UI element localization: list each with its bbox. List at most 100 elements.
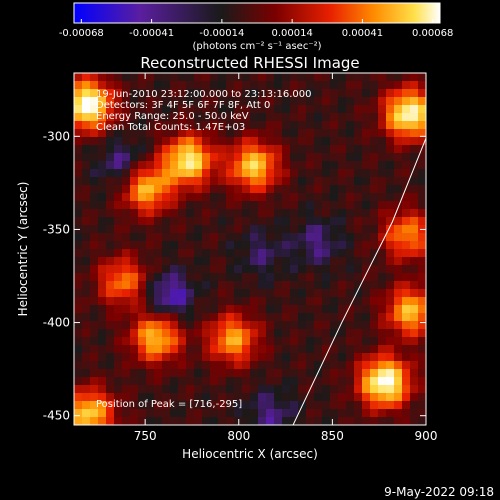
heatmap-cell: [234, 273, 243, 282]
heatmap-cell: [282, 401, 291, 410]
heatmap-cell: [226, 201, 235, 210]
heatmap-cell: [314, 297, 323, 306]
heatmap-cell: [402, 297, 411, 306]
heatmap-cell: [226, 249, 235, 258]
heatmap-cell: [90, 113, 99, 122]
heatmap-cell: [306, 393, 315, 402]
heatmap-cell: [370, 401, 379, 410]
heatmap-cell: [218, 81, 227, 90]
heatmap-cell: [194, 409, 203, 418]
heatmap-cell: [298, 265, 307, 274]
heatmap-cell: [362, 89, 371, 98]
heatmap-cell: [410, 353, 419, 362]
heatmap-cell: [210, 145, 219, 154]
heatmap-cell: [74, 273, 83, 282]
heatmap-cell: [194, 297, 203, 306]
heatmap-cell: [258, 257, 267, 266]
heatmap-cell: [306, 417, 315, 425]
heatmap-cell: [410, 369, 419, 378]
heatmap-cell: [418, 305, 426, 314]
heatmap-cell: [250, 161, 259, 170]
heatmap-cell: [314, 417, 323, 425]
heatmap-cell: [82, 345, 91, 354]
heatmap-cell: [362, 265, 371, 274]
heatmap-cell: [210, 241, 219, 250]
heatmap-cell: [314, 361, 323, 370]
heatmap-cell: [386, 257, 395, 266]
heatmap-cell: [266, 73, 275, 82]
heatmap-cell: [202, 89, 211, 98]
heatmap-cell: [130, 385, 139, 394]
heatmap-cell: [186, 393, 195, 402]
heatmap-cell: [130, 73, 139, 82]
heatmap-cell: [362, 305, 371, 314]
heatmap-cell: [146, 169, 155, 178]
heatmap-cell: [226, 137, 235, 146]
heatmap-cell: [74, 233, 83, 242]
heatmap-cell: [322, 313, 331, 322]
heatmap-cell: [114, 369, 123, 378]
heatmap-cell: [378, 209, 387, 218]
heatmap-cell: [194, 337, 203, 346]
heatmap-cell: [258, 273, 267, 282]
heatmap-cell: [202, 345, 211, 354]
heatmap-cell: [202, 297, 211, 306]
heatmap-cell: [186, 249, 195, 258]
heatmap-cell: [282, 361, 291, 370]
heatmap-cell: [386, 353, 395, 362]
heatmap-cell: [154, 321, 163, 330]
heatmap-cell: [314, 209, 323, 218]
heatmap-cell: [338, 185, 347, 194]
heatmap-cell: [418, 409, 426, 418]
heatmap-cell: [90, 137, 99, 146]
heatmap-cell: [418, 369, 426, 378]
heatmap-cell: [322, 265, 331, 274]
heatmap-cell: [74, 81, 83, 90]
heatmap-cell: [154, 313, 163, 322]
heatmap-cell: [74, 241, 83, 250]
heatmap-cell: [114, 377, 123, 386]
heatmap-cell: [282, 281, 291, 290]
heatmap-cell: [370, 177, 379, 186]
heatmap-cell: [194, 201, 203, 210]
heatmap-cell: [258, 345, 267, 354]
heatmap-cell: [298, 353, 307, 362]
heatmap-cell: [322, 217, 331, 226]
heatmap-cell: [418, 153, 426, 162]
heatmap-cell: [178, 129, 187, 138]
heatmap-cell: [394, 73, 403, 82]
heatmap-cell: [354, 385, 363, 394]
heatmap-cell: [162, 105, 171, 114]
heatmap-cell: [258, 329, 267, 338]
heatmap-cell: [186, 353, 195, 362]
heatmap-cell: [210, 169, 219, 178]
heatmap-cell: [378, 353, 387, 362]
heatmap-cell: [114, 273, 123, 282]
heatmap-cell: [114, 361, 123, 370]
heatmap-cell: [354, 305, 363, 314]
heatmap-cell: [154, 369, 163, 378]
heatmap-cell: [346, 393, 355, 402]
heatmap-cell: [298, 297, 307, 306]
heatmap-cell: [242, 185, 251, 194]
heatmap-cell: [138, 265, 147, 274]
heatmap-cell: [98, 345, 107, 354]
heatmap-cell: [210, 129, 219, 138]
heatmap-cell: [274, 169, 283, 178]
heatmap-cell: [146, 233, 155, 242]
heatmap-cell: [146, 145, 155, 154]
heatmap-cell: [298, 281, 307, 290]
heatmap-cell: [386, 185, 395, 194]
heatmap-cell: [282, 369, 291, 378]
heatmap-cell: [330, 97, 339, 106]
heatmap-cell: [250, 241, 259, 250]
heatmap-cell: [346, 281, 355, 290]
heatmap-cell: [170, 185, 179, 194]
heatmap-cell: [346, 97, 355, 106]
heatmap-cell: [354, 97, 363, 106]
heatmap-cell: [114, 257, 123, 266]
heatmap-cell: [298, 209, 307, 218]
heatmap-cell: [338, 161, 347, 170]
heatmap-cell: [122, 345, 131, 354]
heatmap-cell: [138, 273, 147, 282]
